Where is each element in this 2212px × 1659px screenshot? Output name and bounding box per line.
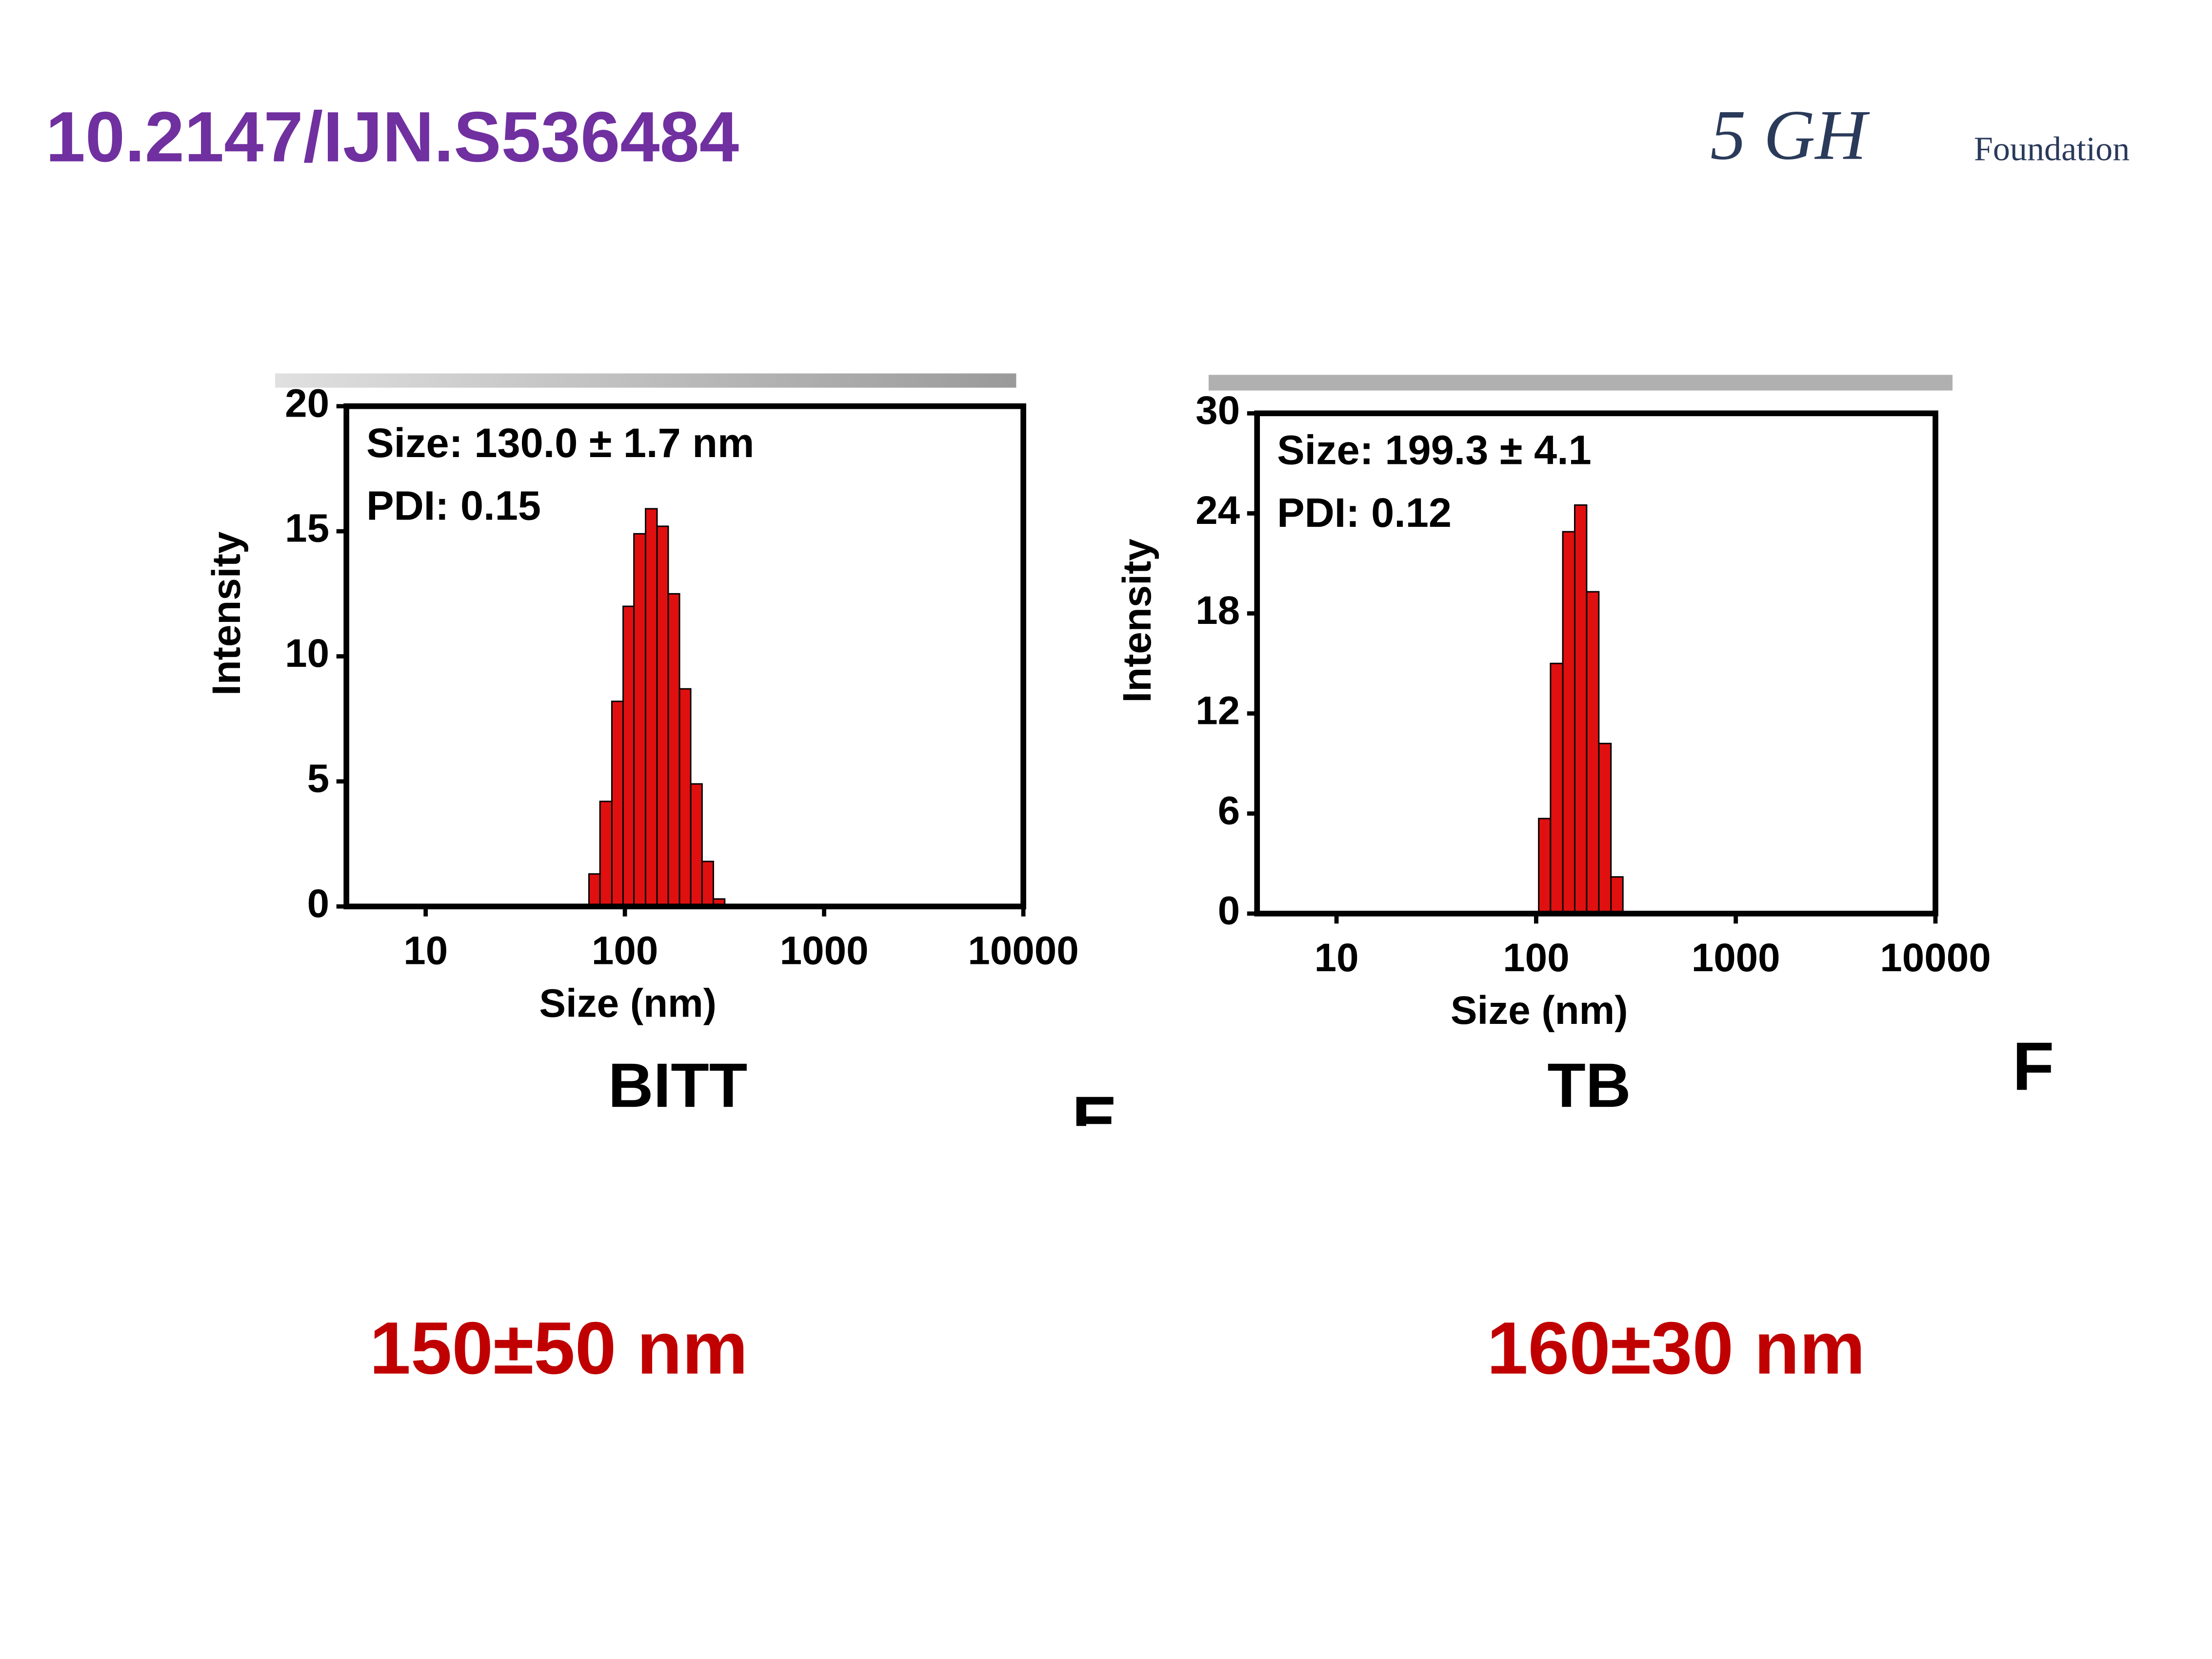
y-tick-label: 0 bbox=[307, 881, 330, 926]
bar bbox=[678, 688, 692, 907]
image-strip bbox=[1208, 375, 1953, 391]
bar bbox=[1538, 818, 1552, 915]
bar bbox=[667, 593, 680, 907]
x-tick-label: 10000 bbox=[1880, 936, 1991, 980]
x-tick-label: 10 bbox=[1315, 936, 1359, 980]
image-strip bbox=[275, 373, 1016, 388]
x-tick-label: 100 bbox=[592, 928, 658, 973]
y-tick-label: 0 bbox=[1218, 888, 1240, 933]
panel-letters: D E bbox=[185, 1082, 1117, 1190]
y-tick-label: 30 bbox=[1196, 388, 1240, 433]
y-tick-label: 24 bbox=[1196, 488, 1240, 533]
bar bbox=[1610, 876, 1624, 915]
y-axis-label: Intensity bbox=[204, 531, 249, 696]
x-tick-label: 1000 bbox=[780, 928, 869, 973]
panel-letter: F bbox=[2013, 1028, 2054, 1104]
y-tick-label: 12 bbox=[1196, 688, 1240, 733]
bar bbox=[599, 800, 613, 907]
bar bbox=[633, 533, 647, 907]
result-text: 160±30 nm bbox=[1487, 1307, 1865, 1390]
y-tick-label: 6 bbox=[1218, 788, 1240, 833]
y-axis-label: Intensity bbox=[1115, 539, 1159, 703]
doi-title: 10.2147/IJN.S536484 bbox=[46, 97, 739, 177]
bar bbox=[622, 605, 635, 907]
x-tick-label: 1000 bbox=[1692, 936, 1780, 980]
logo: 5 GH bbox=[1710, 96, 1870, 175]
annotation: PDI: 0.15 bbox=[366, 482, 541, 528]
y-tick-label: 5 bbox=[307, 756, 330, 800]
bar bbox=[611, 700, 624, 907]
logo-text: Foundation bbox=[1974, 131, 2130, 168]
bar bbox=[1574, 504, 1588, 915]
bar bbox=[656, 525, 669, 907]
bar bbox=[588, 873, 601, 907]
panel-letter: E bbox=[1072, 1082, 1117, 1159]
y-tick-label: 20 bbox=[285, 381, 329, 425]
y-tick-label: 18 bbox=[1196, 588, 1240, 633]
panel-letter: D bbox=[185, 1114, 235, 1190]
x-tick-label: 10 bbox=[403, 928, 448, 973]
x-tick-label: 10000 bbox=[968, 928, 1078, 973]
x-axis-label: Size (nm) bbox=[1451, 988, 1628, 1033]
bar bbox=[690, 783, 703, 907]
annotation: Size: 199.3 ± 4.1 bbox=[1277, 427, 1592, 473]
bar bbox=[1598, 742, 1612, 915]
bar bbox=[1562, 531, 1575, 915]
y-tick-label: 10 bbox=[285, 631, 329, 676]
annotation: Size: 130.0 ± 1.7 nm bbox=[366, 420, 754, 466]
annotation: PDI: 0.12 bbox=[1277, 489, 1452, 536]
result-text: 150±50 nm bbox=[370, 1307, 748, 1390]
chart-caption: TB bbox=[1547, 1051, 1631, 1120]
bar bbox=[1550, 662, 1564, 915]
x-tick-label: 100 bbox=[1503, 936, 1569, 980]
y-tick-label: 15 bbox=[285, 506, 329, 551]
bar bbox=[701, 860, 714, 907]
chart-caption: BITT bbox=[608, 1051, 748, 1120]
bar bbox=[645, 508, 658, 907]
x-axis-label: Size (nm) bbox=[539, 981, 717, 1025]
bar bbox=[1586, 591, 1600, 915]
plot-frame bbox=[1254, 410, 1938, 917]
